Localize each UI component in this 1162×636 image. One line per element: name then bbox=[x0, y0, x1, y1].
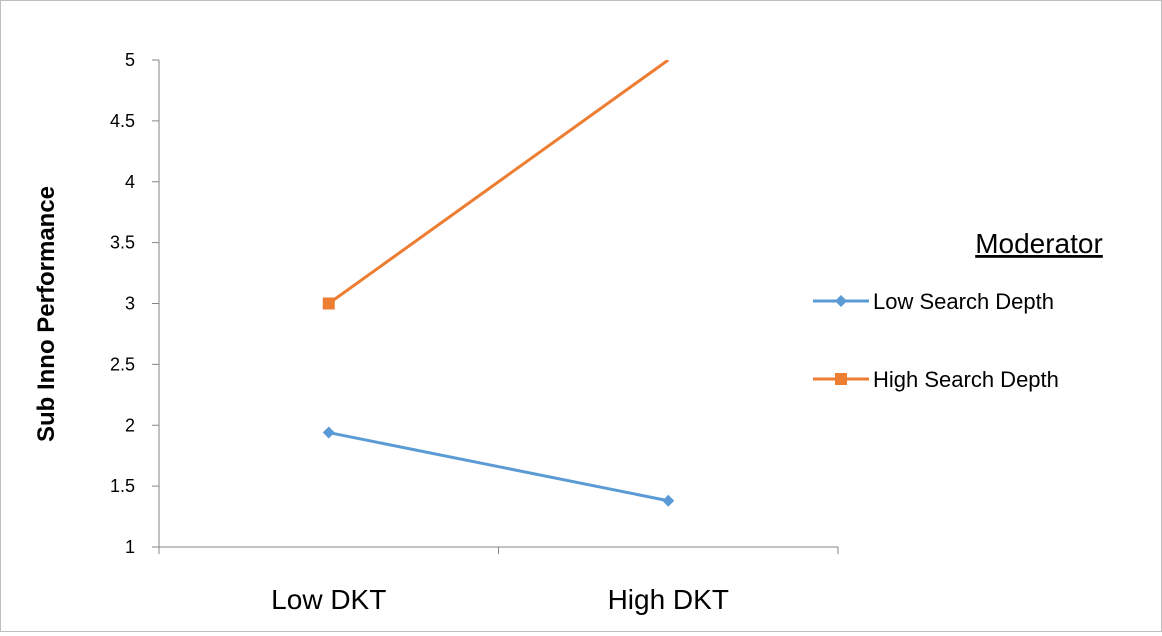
y-tick-label: 5 bbox=[125, 50, 135, 70]
data-point-high-search-depth bbox=[322, 297, 335, 310]
x-tick-label: High DKT bbox=[608, 584, 729, 615]
series-markers bbox=[322, 297, 675, 507]
x-axis-ticks: Low DKT High DKT bbox=[158, 547, 839, 615]
axes bbox=[158, 60, 838, 548]
legend: Moderator Low Search Depth High Search De… bbox=[813, 228, 1103, 392]
y-tick-label: 4.5 bbox=[110, 111, 135, 131]
legend-swatch-marker bbox=[835, 295, 847, 307]
y-tick-label: 4 bbox=[125, 172, 135, 192]
x-tick-label: Low DKT bbox=[271, 584, 386, 615]
y-tick-label: 3.5 bbox=[110, 233, 135, 253]
y-axis-ticks: 1 1.5 2 2.5 3 3.5 4 4.5 5 bbox=[110, 50, 159, 557]
legend-entry-high-search-depth: High Search Depth bbox=[813, 367, 1059, 392]
legend-swatch-marker bbox=[835, 373, 847, 385]
y-tick-label: 1.5 bbox=[110, 476, 135, 496]
legend-label: High Search Depth bbox=[873, 367, 1059, 392]
legend-title: Moderator bbox=[975, 228, 1103, 259]
y-axis-label: Sub Inno Performance bbox=[33, 186, 60, 442]
y-tick-label: 2 bbox=[125, 415, 135, 435]
legend-label: Low Search Depth bbox=[873, 289, 1054, 314]
y-tick-label: 1 bbox=[125, 537, 135, 557]
y-tick-label: 3 bbox=[125, 294, 135, 314]
legend-entry-low-search-depth: Low Search Depth bbox=[813, 289, 1054, 314]
y-tick-label: 2.5 bbox=[110, 354, 135, 374]
data-point-low-search-depth bbox=[322, 426, 335, 439]
legend-entries: Low Search Depth High Search Depth bbox=[813, 289, 1059, 392]
series-line-high-search-depth bbox=[327, 60, 670, 305]
data-point-low-search-depth bbox=[662, 494, 675, 507]
series-lines bbox=[327, 60, 670, 503]
series-line-low-search-depth bbox=[328, 431, 669, 503]
